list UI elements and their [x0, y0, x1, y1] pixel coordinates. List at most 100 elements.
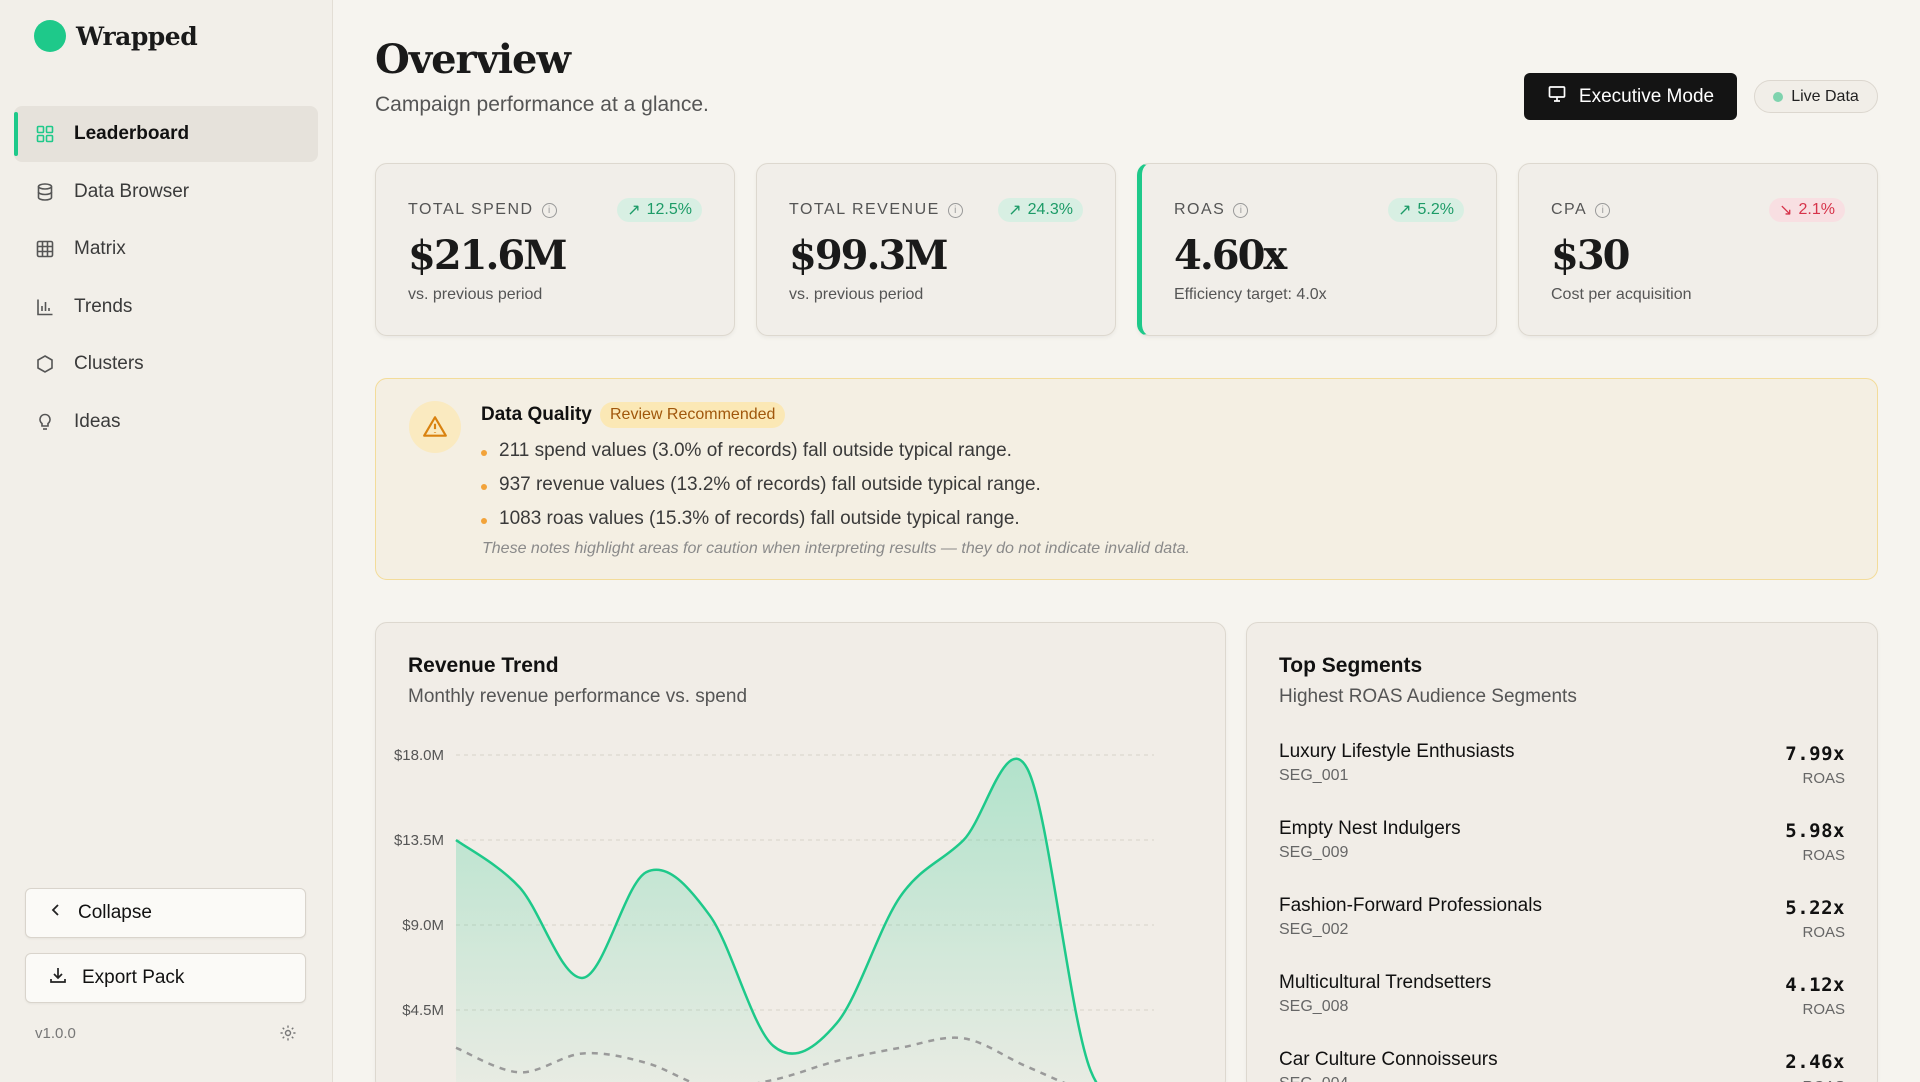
segment-id: SEG_004: [1279, 1075, 1348, 1082]
data-quality-title: Data Quality: [481, 404, 592, 425]
sidebar-item-label: Clusters: [74, 353, 144, 374]
collapse-button[interactable]: Collapse: [25, 888, 306, 938]
kpi-note: Efficiency target: 4.0x: [1174, 286, 1327, 303]
revenue-series-line: [455, 757, 1098, 1082]
sidebar-nav: Leaderboard Data Browser Matrix Trends C…: [14, 106, 318, 451]
brand-logo: [34, 20, 66, 52]
y-tick-label: $13.5M: [394, 832, 444, 849]
chevron-left-icon: [48, 902, 64, 924]
sidebar-item-label: Matrix: [74, 238, 126, 259]
monitor-icon: [1547, 84, 1567, 110]
segment-name: Car Culture Connoisseurs: [1279, 1049, 1498, 1070]
kpi-card-total-spend[interactable]: TOTAL SPEND i ↗ 12.5% $21.6M vs. previous …: [375, 163, 735, 336]
card-subtitle: Monthly revenue performance vs. spend: [408, 686, 748, 707]
y-tick-label: $9.0M: [402, 917, 444, 934]
data-quality-panel: Data Quality Review Recommended 211 spen…: [375, 378, 1878, 580]
page-subtitle: Campaign performance at a glance.: [375, 93, 709, 116]
arrow-down-right-icon: ↘: [1779, 202, 1793, 219]
gear-icon[interactable]: [279, 1024, 297, 1042]
kpi-value: 4.60x: [1174, 232, 1287, 279]
kpi-card-total-revenue[interactable]: TOTAL REVENUE i ↗ 24.3% $99.3M vs. previou…: [756, 163, 1116, 336]
segment-row[interactable]: Car Culture Connoisseurs SEG_004 2.46x R…: [1279, 1049, 1845, 1082]
info-icon[interactable]: i: [947, 202, 963, 218]
arrow-up-right-icon: ↗: [1398, 202, 1412, 219]
segment-id: SEG_002: [1279, 921, 1349, 938]
lightbulb-icon: [34, 411, 56, 433]
sidebar-item-label: Ideas: [74, 410, 121, 432]
database-icon: [34, 181, 56, 203]
data-quality-list: 211 spend values (3.0% of records) fall …: [481, 434, 1041, 536]
segment-value: 2.46x: [1785, 1051, 1845, 1073]
segment-id: SEG_008: [1279, 998, 1349, 1015]
segment-row[interactable]: Fashion-Forward Professionals SEG_002 5.…: [1279, 895, 1845, 955]
kpi-change-badge: ↘ 2.1%: [1769, 198, 1845, 222]
kpi-card-roas[interactable]: ROAS i ↗ 5.2% 4.60x Efficiency target: 4.0…: [1137, 163, 1497, 336]
segment-name: Empty Nest Indulgers: [1279, 818, 1461, 839]
revenue-area-fill: [456, 758, 1097, 1082]
kpi-card-cpa[interactable]: CPA i ↘ 2.1% $30 Cost per acquisition: [1518, 163, 1878, 336]
kpi-value: $21.6M: [408, 232, 568, 279]
segment-value: 4.12x: [1785, 974, 1845, 996]
sidebar-item-ideas[interactable]: Ideas: [14, 394, 318, 450]
segment-row[interactable]: Luxury Lifestyle Enthusiasts SEG_001 7.9…: [1279, 741, 1845, 801]
card-subtitle: Highest ROAS Audience Segments: [1279, 686, 1577, 707]
sidebar: Wrapped Leaderboard Data Browser Matrix …: [0, 0, 333, 1082]
kpi-note: Cost per acquisition: [1551, 286, 1692, 303]
list-item: 937 revenue values (13.2% of records) fa…: [481, 468, 1041, 502]
top-segments-card: Top Segments Highest ROAS Audience Segme…: [1246, 622, 1878, 1082]
sidebar-item-label: Data Browser: [74, 180, 190, 202]
kpi-label: TOTAL SPEND i: [408, 201, 557, 219]
info-icon[interactable]: i: [541, 202, 557, 218]
list-item: 211 spend values (3.0% of records) fall …: [481, 434, 1041, 468]
sidebar-item-label: Leaderboard: [74, 123, 190, 144]
spend-series-line: [455, 1036, 1066, 1082]
review-recommended-badge: Review Recommended: [600, 402, 786, 428]
revenue-trend-chart: $18.0M $13.5M $9.0M $4.5M: [394, 747, 1154, 1082]
sidebar-item-data-browser[interactable]: Data Browser: [14, 164, 318, 220]
collapse-label: Collapse: [78, 902, 152, 923]
segment-unit: ROAS: [1802, 847, 1845, 864]
info-icon[interactable]: i: [1233, 202, 1249, 218]
warning-icon: [409, 401, 461, 453]
kpi-label: ROAS i: [1174, 201, 1249, 219]
segment-unit: ROAS: [1802, 1078, 1845, 1082]
live-data-badge: Live Data: [1754, 80, 1878, 113]
sidebar-item-label: Trends: [74, 295, 133, 317]
executive-mode-button[interactable]: Executive Mode: [1524, 73, 1737, 120]
kpi-value: $30: [1551, 232, 1630, 279]
sidebar-item-trends[interactable]: Trends: [14, 279, 318, 335]
segment-name: Fashion-Forward Professionals: [1279, 895, 1542, 916]
brand-name: Wrapped: [76, 21, 198, 51]
segment-unit: ROAS: [1802, 1001, 1845, 1018]
bar-chart-icon: [34, 296, 56, 318]
list-item: 1083 roas values (15.3% of records) fall…: [481, 502, 1041, 536]
live-indicator-dot: [1773, 91, 1784, 102]
segment-row[interactable]: Multicultural Trendsetters SEG_008 4.12x…: [1279, 972, 1845, 1032]
segment-value: 5.98x: [1785, 820, 1845, 842]
kpi-change-badge: ↗ 12.5%: [617, 198, 702, 222]
kpi-label: CPA i: [1551, 201, 1611, 219]
y-tick-label: $4.5M: [402, 1002, 444, 1019]
kpi-note: vs. previous period: [789, 286, 924, 303]
segment-value: 7.99x: [1785, 743, 1845, 765]
segment-unit: ROAS: [1802, 924, 1845, 941]
card-title: Top Segments: [1279, 654, 1423, 677]
segment-value: 5.22x: [1785, 897, 1845, 919]
info-icon[interactable]: i: [1595, 202, 1611, 218]
data-quality-footnote: These notes highlight areas for caution …: [482, 540, 1190, 557]
executive-mode-label: Executive Mode: [1578, 85, 1715, 107]
segment-id: SEG_009: [1279, 844, 1349, 861]
segment-name: Multicultural Trendsetters: [1279, 972, 1492, 993]
export-pack-label: Export Pack: [82, 967, 185, 988]
export-pack-button[interactable]: Export Pack: [25, 953, 306, 1003]
kpi-label: TOTAL REVENUE i: [789, 201, 963, 219]
download-icon: [48, 965, 68, 991]
sidebar-item-clusters[interactable]: Clusters: [14, 336, 318, 392]
version-label: v1.0.0: [35, 1025, 76, 1042]
sidebar-item-matrix[interactable]: Matrix: [14, 221, 318, 277]
brand[interactable]: Wrapped: [34, 20, 198, 52]
grid-icon: [34, 123, 56, 145]
sidebar-item-leaderboard[interactable]: Leaderboard: [14, 106, 318, 162]
segment-row[interactable]: Empty Nest Indulgers SEG_009 5.98x ROAS: [1279, 818, 1845, 878]
revenue-trend-card: Revenue Trend Monthly revenue performanc…: [375, 622, 1226, 1082]
